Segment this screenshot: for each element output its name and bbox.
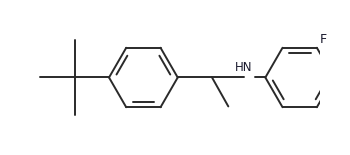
Text: HN: HN <box>235 61 252 74</box>
Text: F: F <box>320 33 327 46</box>
